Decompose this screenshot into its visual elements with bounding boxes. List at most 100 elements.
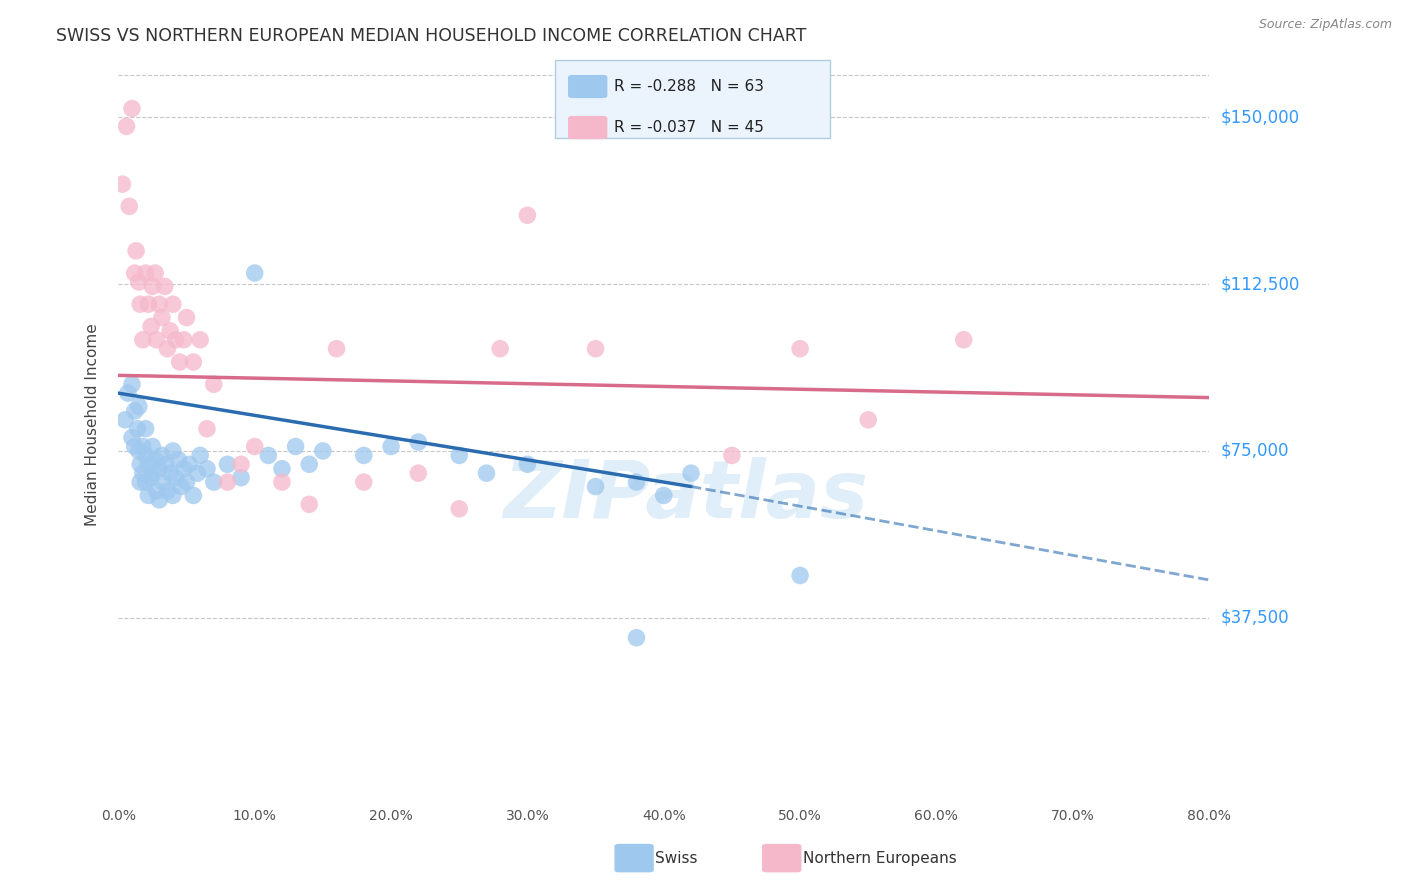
Point — [117, 386, 139, 401]
Point — [124, 404, 146, 418]
Point — [516, 208, 538, 222]
Point — [585, 342, 607, 356]
Point — [128, 444, 150, 458]
Point — [150, 310, 173, 325]
Point — [176, 475, 198, 489]
Text: 30.0%: 30.0% — [506, 809, 550, 823]
Point — [789, 568, 811, 582]
Point — [183, 355, 205, 369]
Point — [143, 266, 166, 280]
Point — [179, 458, 201, 472]
Point — [141, 279, 163, 293]
Point — [162, 444, 184, 458]
Text: $75,000: $75,000 — [1220, 442, 1289, 460]
Point — [121, 431, 143, 445]
Text: 20.0%: 20.0% — [370, 809, 413, 823]
Point — [325, 342, 347, 356]
Point — [150, 449, 173, 463]
Point — [145, 333, 167, 347]
Point — [139, 319, 162, 334]
Point — [858, 413, 880, 427]
Point — [408, 466, 430, 480]
Point — [353, 449, 375, 463]
Point — [143, 453, 166, 467]
Text: $150,000: $150,000 — [1220, 109, 1299, 127]
Point — [153, 279, 176, 293]
Point — [489, 342, 512, 356]
Point — [121, 377, 143, 392]
Point — [243, 266, 266, 280]
Text: $112,500: $112,500 — [1220, 276, 1299, 293]
Point — [159, 466, 181, 480]
Text: R = -0.037   N = 45: R = -0.037 N = 45 — [614, 120, 765, 135]
Point — [257, 449, 280, 463]
Text: 50.0%: 50.0% — [778, 809, 823, 823]
Point — [516, 458, 538, 472]
Point — [408, 435, 430, 450]
Point — [148, 461, 170, 475]
Point — [115, 120, 138, 134]
Point — [111, 177, 134, 191]
Point — [165, 333, 187, 347]
Point — [135, 422, 157, 436]
Point — [789, 342, 811, 356]
Point — [284, 440, 307, 454]
Point — [138, 458, 160, 472]
Point — [271, 461, 294, 475]
Point — [121, 102, 143, 116]
Text: 10.0%: 10.0% — [233, 809, 277, 823]
Point — [626, 475, 648, 489]
Point — [952, 333, 974, 347]
Point — [183, 488, 205, 502]
Point — [170, 479, 193, 493]
Text: 60.0%: 60.0% — [914, 809, 959, 823]
Point — [127, 422, 149, 436]
Point — [202, 377, 225, 392]
Point — [449, 501, 471, 516]
Text: Northern Europeans: Northern Europeans — [803, 851, 956, 865]
Point — [380, 440, 402, 454]
Text: Source: ZipAtlas.com: Source: ZipAtlas.com — [1258, 18, 1392, 31]
Point — [141, 466, 163, 480]
Point — [129, 475, 152, 489]
Point — [217, 475, 239, 489]
Point — [132, 333, 155, 347]
Point — [298, 458, 321, 472]
Point — [125, 244, 148, 258]
Point — [114, 413, 136, 427]
Point — [585, 479, 607, 493]
Point — [132, 440, 155, 454]
Point — [271, 475, 294, 489]
Text: $37,500: $37,500 — [1220, 608, 1289, 627]
Text: 80.0%: 80.0% — [1187, 809, 1232, 823]
Point — [155, 458, 177, 472]
Point — [162, 297, 184, 311]
Point — [721, 449, 744, 463]
Point — [679, 466, 702, 480]
Point — [176, 310, 198, 325]
Text: 40.0%: 40.0% — [643, 809, 686, 823]
Text: Swiss: Swiss — [655, 851, 697, 865]
Point — [138, 297, 160, 311]
Text: 0.0%: 0.0% — [101, 809, 136, 823]
Point — [159, 324, 181, 338]
Point — [152, 475, 174, 489]
Point — [118, 199, 141, 213]
Point — [156, 483, 179, 498]
Point — [195, 422, 218, 436]
Point — [145, 483, 167, 498]
Point — [449, 449, 471, 463]
Point — [188, 333, 211, 347]
Text: 70.0%: 70.0% — [1050, 809, 1095, 823]
Point — [475, 466, 498, 480]
Point — [148, 297, 170, 311]
Point — [139, 470, 162, 484]
Point — [148, 492, 170, 507]
Point — [129, 297, 152, 311]
Point — [138, 488, 160, 502]
Point — [128, 275, 150, 289]
Point — [132, 466, 155, 480]
Point — [312, 444, 335, 458]
Point — [173, 333, 195, 347]
Text: SWISS VS NORTHERN EUROPEAN MEDIAN HOUSEHOLD INCOME CORRELATION CHART: SWISS VS NORTHERN EUROPEAN MEDIAN HOUSEH… — [56, 27, 807, 45]
